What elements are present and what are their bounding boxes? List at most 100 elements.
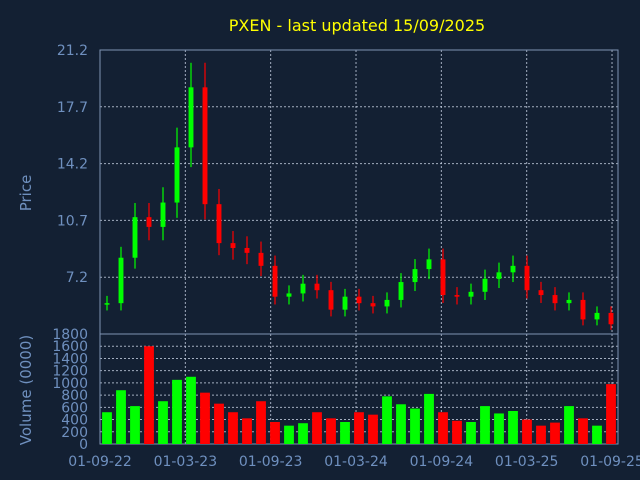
price-candle xyxy=(370,295,376,314)
volume-tick-label: 1600 xyxy=(52,339,88,355)
price-candle xyxy=(188,62,194,168)
volume-tick-label: 600 xyxy=(61,400,88,416)
volume-tick-label: 1800 xyxy=(52,327,88,343)
price-candle xyxy=(104,295,110,311)
price-candle-body xyxy=(286,293,292,297)
price-candle xyxy=(356,288,362,311)
price-candle xyxy=(398,273,404,308)
x-tick-label: 01-03-23 xyxy=(154,454,218,470)
price-candle xyxy=(216,188,222,256)
price-candle-body xyxy=(328,290,334,310)
x-tick-label: 01-03-25 xyxy=(495,454,559,470)
price-candle xyxy=(174,127,180,218)
price-candle-body xyxy=(230,243,236,248)
price-candle-body xyxy=(160,202,166,227)
price-candle-body xyxy=(412,269,418,283)
price-candle xyxy=(230,231,236,260)
price-tick-label: 14.2 xyxy=(57,157,88,173)
volume-bar xyxy=(200,392,210,444)
volume-bar xyxy=(536,425,546,444)
x-tick-labels: 01-09-22 01-03-23 01-09-23 01-03-24 01-09-24… xyxy=(68,454,640,470)
price-candle xyxy=(538,281,544,303)
price-candle xyxy=(426,248,432,280)
price-tick-labels: 21.2 17.7 14.2 10.7 7.2 xyxy=(57,43,88,286)
price-candles xyxy=(104,62,614,330)
price-candle xyxy=(160,187,166,241)
volume-bar xyxy=(158,401,168,444)
price-candle xyxy=(552,287,558,311)
volume-bar xyxy=(522,419,532,444)
price-candle xyxy=(132,203,138,269)
volume-bar xyxy=(452,420,462,444)
price-candle-body xyxy=(258,252,264,266)
volume-bar xyxy=(424,393,434,444)
volume-bar xyxy=(480,406,490,444)
volume-bar xyxy=(382,396,392,444)
price-candle-body xyxy=(580,299,586,320)
price-tick-label: 7.2 xyxy=(66,270,88,286)
price-candle-body xyxy=(216,204,222,244)
price-candle xyxy=(482,269,488,300)
price-candle-body xyxy=(118,257,124,304)
price-candle-body xyxy=(454,295,460,297)
price-candle xyxy=(566,292,572,311)
price-candle xyxy=(300,274,306,302)
price-candle-body xyxy=(188,87,194,148)
price-candle xyxy=(496,262,502,289)
price-candle xyxy=(258,241,264,277)
volume-bar xyxy=(186,376,196,444)
chart-title: PXEN - last updated 15/09/2025 xyxy=(229,16,485,35)
price-tick-label: 10.7 xyxy=(57,213,88,229)
price-candle xyxy=(524,255,530,299)
price-candle-body xyxy=(132,217,138,258)
price-candle-body xyxy=(524,265,530,291)
volume-bar xyxy=(368,414,378,444)
volume-bar xyxy=(214,403,224,444)
volume-bar xyxy=(550,422,560,444)
price-candle xyxy=(580,292,586,326)
volume-axis-title: Volume (0000) xyxy=(17,335,35,445)
volume-bar xyxy=(312,412,322,444)
x-tick-label: 01-09-22 xyxy=(68,454,132,470)
volume-bar xyxy=(284,425,294,444)
volume-bar xyxy=(270,422,280,444)
volume-bar xyxy=(466,422,476,444)
price-candle-body xyxy=(244,247,250,253)
price-candle-body xyxy=(314,283,320,291)
volume-bar xyxy=(396,404,406,444)
price-candle-body xyxy=(202,87,208,205)
x-tick-label: 01-09-24 xyxy=(410,454,474,470)
volume-bar xyxy=(256,401,266,444)
volume-tick-label: 200 xyxy=(61,425,88,441)
volume-tick-label: 400 xyxy=(61,413,88,429)
price-candle-body xyxy=(468,291,474,297)
price-candle xyxy=(244,236,250,265)
price-candle xyxy=(440,248,446,303)
price-candle-body xyxy=(104,303,110,305)
price-gridlines xyxy=(99,49,618,444)
volume-bar xyxy=(606,384,616,444)
price-candle xyxy=(384,292,390,314)
price-candle xyxy=(328,281,334,317)
price-candle xyxy=(608,306,614,330)
x-tick-label: 01-09-25 xyxy=(580,454,640,470)
volume-tick-label: 1200 xyxy=(52,364,88,380)
volume-bar xyxy=(354,412,364,444)
price-candle-body xyxy=(482,278,488,292)
price-candle xyxy=(454,287,460,305)
volume-bar xyxy=(228,412,238,444)
price-candle-body xyxy=(496,272,502,279)
price-candle-body xyxy=(300,283,306,294)
x-tick-label: 01-09-23 xyxy=(239,454,303,470)
volume-bar xyxy=(410,408,420,444)
price-candle xyxy=(286,285,292,305)
price-candle-body xyxy=(146,217,152,227)
volume-tick-label: 1000 xyxy=(52,376,88,392)
price-candle-body xyxy=(426,259,432,270)
price-candle xyxy=(342,288,348,317)
volume-tick-label: 800 xyxy=(61,388,88,404)
volume-bar xyxy=(242,418,252,444)
volume-tick-label: 1400 xyxy=(52,351,88,367)
